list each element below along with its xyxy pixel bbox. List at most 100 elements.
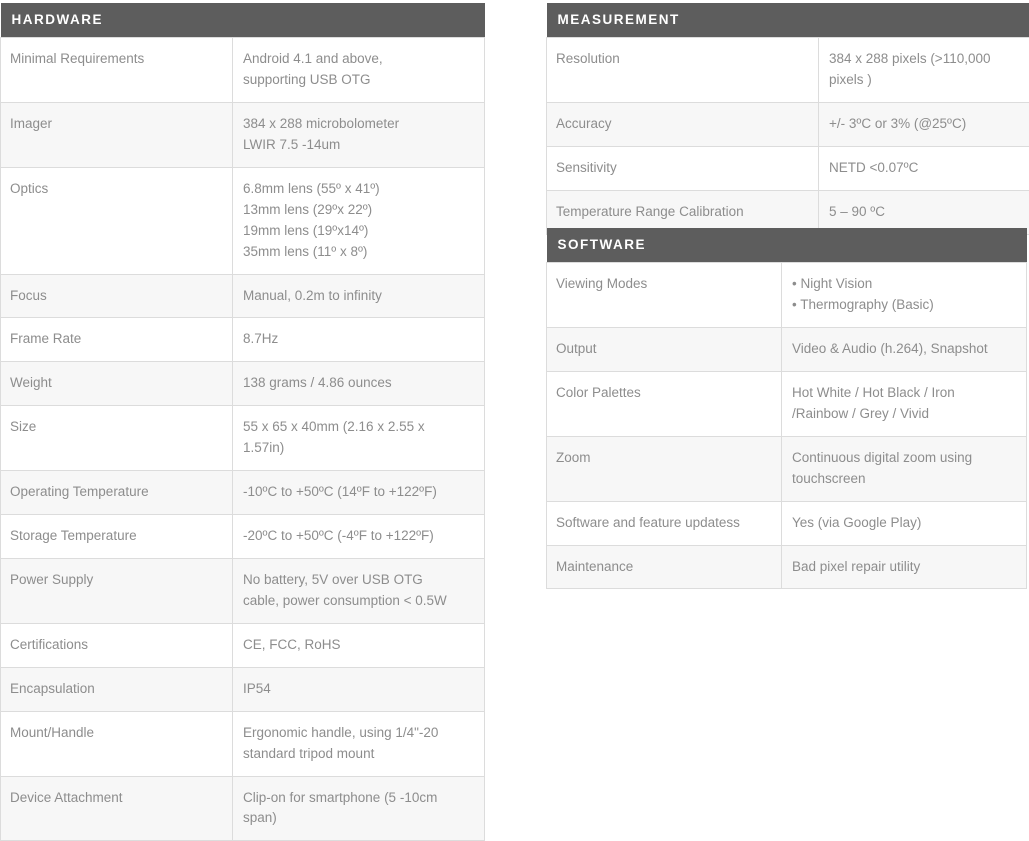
table-row: Output Video & Audio (h.264), Snapshot [547,328,1027,372]
spec-value-line: 19mm lens (19ºx14º) [243,221,474,242]
spec-value-line: LWIR 7.5 -14um [243,135,474,156]
spec-label: Operating Temperature [1,471,233,515]
spec-label: Minimal Requirements [1,38,233,103]
spec-value: 6.8mm lens (55º x 41º)13mm lens (29ºx 22… [233,167,485,274]
spec-value-line: touchscreen [792,469,1016,490]
spec-value-line: +/- 3ºC or 3% (@25ºC) [829,114,1019,135]
spec-value-line: 35mm lens (11º x 8º) [243,242,474,263]
spec-value-line: standard tripod mount [243,744,474,765]
spec-value: Manual, 0.2m to infinity [233,274,485,318]
spec-value-line: 384 x 288 microbolometer [243,114,474,135]
spec-label: Certifications [1,623,233,667]
table-row: Focus Manual, 0.2m to infinity [1,274,485,318]
spec-label: Focus [1,274,233,318]
spec-label: Sensitivity [547,146,819,190]
spec-value: • Night Vision• Thermography (Basic) [782,263,1027,328]
spec-label: Output [547,328,782,372]
spec-label: Maintenance [547,545,782,589]
table-row: Maintenance Bad pixel repair utility [547,545,1027,589]
hardware-section-header-row: HARDWARE [1,3,485,38]
spec-value-line: Video & Audio (h.264), Snapshot [792,339,1016,360]
spec-label: Zoom [547,436,782,501]
table-row: Sensitivity NETD <0.07ºC [547,146,1029,190]
measurement-section-title: MEASUREMENT [547,3,1029,38]
spec-value-line: Manual, 0.2m to infinity [243,286,474,307]
spec-value-line: 1.57in) [243,438,474,459]
spec-label: Optics [1,167,233,274]
spec-value-line: Hot White / Hot Black / Iron [792,383,1016,404]
spec-value: Android 4.1 and above,supporting USB OTG [233,38,485,103]
spec-label: Mount/Handle [1,711,233,776]
spec-value-line: span) [243,808,474,829]
spec-value-line: IP54 [243,679,474,700]
spec-value: -10ºC to +50ºC (14ºF to +122ºF) [233,471,485,515]
spec-value-line: Bad pixel repair utility [792,557,1016,578]
software-table-body: SOFTWARE Viewing Modes• Night Vision• Th… [547,228,1027,589]
spec-value-line: -10ºC to +50ºC (14ºF to +122ºF) [243,482,474,503]
measurement-section-header-row: MEASUREMENT [547,3,1029,38]
table-row: Storage Temperature-20ºC to +50ºC (-4ºF … [1,515,485,559]
hardware-section-title: HARDWARE [1,3,485,38]
table-row: Encapsulation IP54 [1,667,485,711]
spec-value-line: 8.7Hz [243,329,474,350]
spec-label: Power Supply [1,559,233,624]
spec-value-line: 138 grams / 4.86 ounces [243,373,474,394]
spec-label: Encapsulation [1,667,233,711]
spec-label: Device Attachment [1,776,233,841]
spec-value-bullet: • Night Vision [792,274,1016,295]
spec-label: Weight [1,362,233,406]
spec-value-bullet: • Thermography (Basic) [792,295,1016,316]
spec-value-line: No battery, 5V over USB OTG [243,570,474,591]
table-row: Weight 138 grams / 4.86 ounces [1,362,485,406]
spec-label: Resolution [547,38,819,103]
spec-value-line: -20ºC to +50ºC (-4ºF to +122ºF) [243,526,474,547]
spec-value-line: NETD <0.07ºC [829,158,1019,179]
spec-value-line: 384 x 288 pixels (>110,000 [829,49,1019,70]
table-row: Certifications CE, FCC, RoHS [1,623,485,667]
spec-label: Accuracy [547,103,819,147]
spec-value-line: 13mm lens (29ºx 22º) [243,200,474,221]
spec-label: Size [1,406,233,471]
spec-value: Video & Audio (h.264), Snapshot [782,328,1027,372]
spec-value-line: supporting USB OTG [243,70,474,91]
spec-value-line: pixels ) [829,70,1019,91]
spec-value-line: Clip-on for smartphone (5 -10cm [243,788,474,809]
spec-value-line: Continuous digital zoom using [792,448,1016,469]
spec-value-line: CE, FCC, RoHS [243,635,474,656]
table-row: Accuracy +/- 3ºC or 3% (@25ºC) [547,103,1029,147]
software-section-header-row: SOFTWARE [547,228,1027,263]
spec-value-line: Ergonomic handle, using 1/4"-20 [243,723,474,744]
spec-value-line: 55 x 65 x 40mm (2.16 x 2.55 x [243,417,474,438]
spec-value-line: cable, power consumption < 0.5W [243,591,474,612]
spec-value-line: Android 4.1 and above, [243,49,474,70]
spec-value: Bad pixel repair utility [782,545,1027,589]
spec-value: CE, FCC, RoHS [233,623,485,667]
spec-value: 8.7Hz [233,318,485,362]
spec-value: +/- 3ºC or 3% (@25ºC) [819,103,1029,147]
spec-label: Viewing Modes [547,263,782,328]
spec-value: 138 grams / 4.86 ounces [233,362,485,406]
table-row: Viewing Modes• Night Vision• Thermograph… [547,263,1027,328]
